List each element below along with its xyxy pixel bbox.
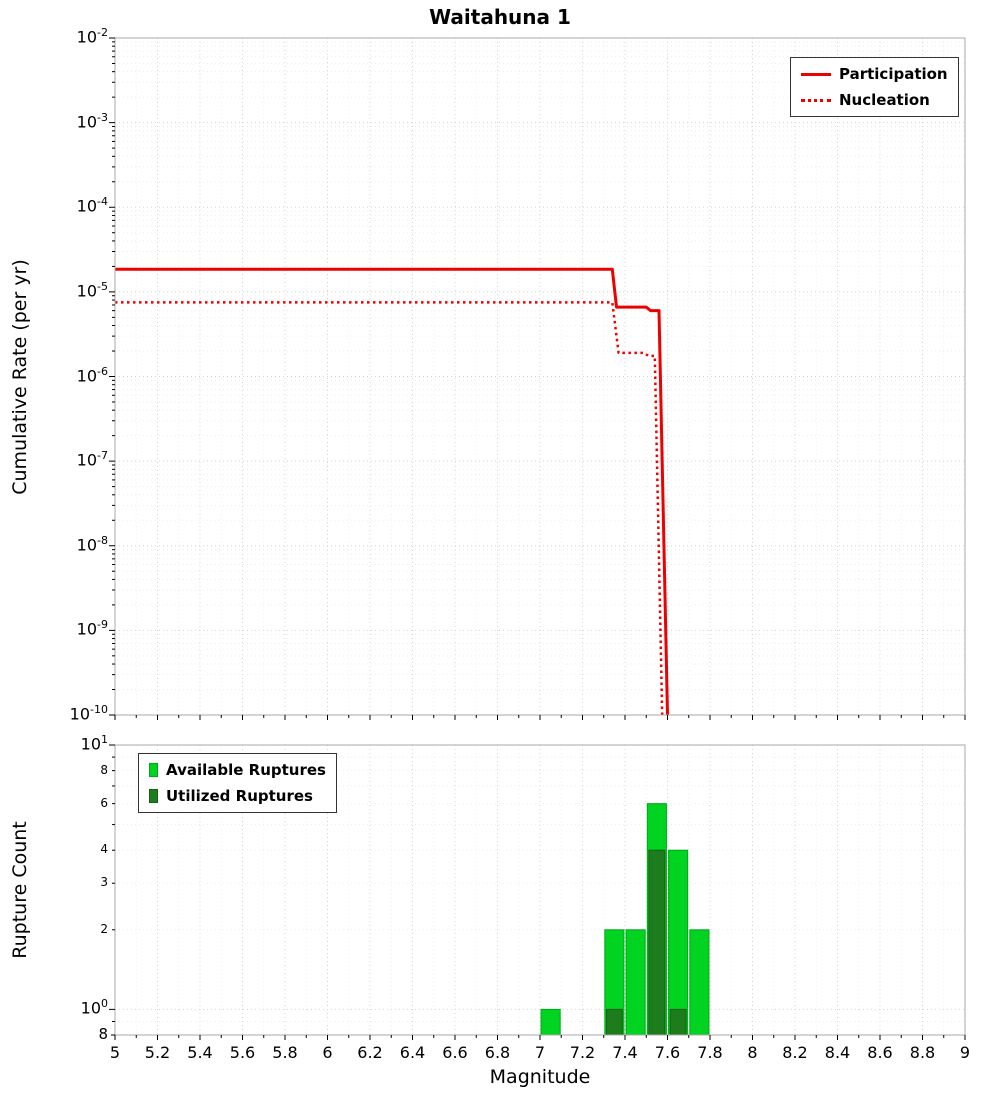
x-tick-label: 5.8: [272, 1043, 298, 1062]
available-bar: [540, 1008, 561, 1036]
x-tick-label: 7.4: [612, 1043, 638, 1062]
nucleation-line-swatch: [801, 98, 831, 102]
y-tick-label: 10-2: [76, 26, 108, 47]
y-minor-tick-label: 3: [100, 875, 108, 890]
y-minor-tick-label: 8: [100, 762, 108, 777]
gridlines: [114, 37, 966, 1035]
available-ruptures-swatch: [149, 763, 158, 777]
y-tick-label: 10-8: [76, 533, 108, 555]
utilized-bar: [648, 849, 666, 1036]
available-bar: [668, 849, 689, 1036]
y-minor-tick-label: 2: [100, 921, 108, 936]
legend-label-participation: Participation: [839, 65, 948, 83]
x-tick-label: 6.4: [399, 1043, 426, 1062]
y-edge-tick-label: 8: [98, 1025, 108, 1043]
available-bar: [689, 929, 710, 1036]
legend-item-participation: Participation: [801, 65, 948, 83]
x-tick-label: 8: [747, 1043, 758, 1062]
x-tick-label: 8.8: [909, 1043, 936, 1062]
y-tick-label: 10-7: [76, 449, 108, 470]
legend-label-available: Available Ruptures: [166, 761, 326, 779]
legend-item-available: Available Ruptures: [149, 761, 326, 779]
y-tick-label: 101: [80, 733, 108, 754]
x-tick-label: 8.6: [867, 1043, 893, 1062]
x-tick-label: 6.8: [484, 1043, 511, 1062]
x-tick-label: 7.8: [697, 1043, 723, 1062]
y-tick-label: 10-3: [76, 110, 108, 131]
participation-line-swatch: [801, 72, 831, 76]
y-tick-label: 10-5: [76, 279, 108, 301]
x-tick-label: 8.2: [782, 1043, 808, 1062]
x-tick-label: 5: [109, 1043, 121, 1062]
utilized-ruptures-swatch: [149, 789, 158, 803]
y-tick-label: 10-4: [76, 195, 108, 216]
legend-label-utilized: Utilized Ruptures: [166, 787, 313, 805]
x-tick-label: 9: [959, 1043, 971, 1062]
legend-item-nucleation: Nucleation: [801, 91, 948, 109]
x-tick-label: 6: [322, 1043, 333, 1062]
axis-ticks: [109, 37, 966, 1040]
nucleation-line: [115, 301, 664, 716]
legend-label-nucleation: Nucleation: [839, 91, 930, 109]
y-tick-label: 100: [80, 997, 108, 1018]
y-tick-label: 10-10: [69, 703, 108, 724]
rupture-legend: Available Ruptures Utilized Ruptures: [138, 753, 337, 813]
rate-lines: [115, 267, 669, 716]
rupture-bars: [540, 803, 710, 1036]
x-tick-label: 5.4: [187, 1043, 213, 1062]
bottom-y-axis-title: Rupture Count: [9, 821, 31, 959]
x-tick-label: 6.6: [442, 1043, 468, 1062]
page-title: Waitahuna 1: [429, 5, 571, 29]
x-tick-label: 8.4: [824, 1043, 851, 1062]
participation-line: [115, 267, 669, 716]
legend-item-utilized: Utilized Ruptures: [149, 787, 326, 805]
x-tick-label: 5.2: [144, 1043, 171, 1062]
rate-legend: Participation Nucleation: [790, 57, 959, 117]
x-tick-label: 7.6: [654, 1043, 681, 1062]
x-tick-label: 6.2: [357, 1043, 383, 1062]
y-minor-tick-label: 6: [100, 795, 108, 810]
top-y-axis-title: Cumulative Rate (per yr): [9, 259, 31, 495]
utilized-bar: [669, 1008, 687, 1036]
utilized-bar: [605, 1008, 623, 1036]
x-axis-title: Magnitude: [489, 1066, 591, 1088]
y-tick-label: 10-9: [76, 618, 108, 639]
x-tick-label: 5.6: [229, 1043, 256, 1062]
x-tick-label: 7: [534, 1043, 546, 1062]
y-tick-label: 10-6: [76, 364, 108, 385]
available-bar: [625, 929, 646, 1036]
y-minor-tick-label: 4: [100, 842, 108, 857]
x-tick-label: 7.2: [569, 1043, 596, 1062]
